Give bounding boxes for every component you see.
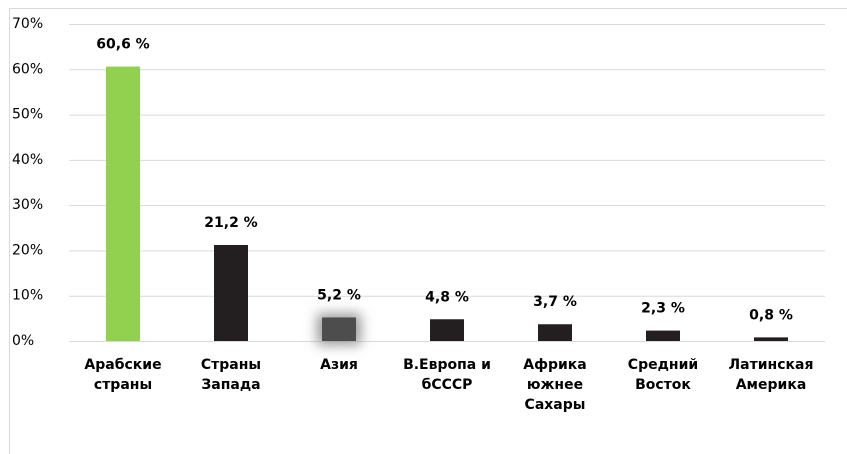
bar: [646, 330, 680, 341]
y-tick-label: 60%: [12, 61, 43, 77]
value-label: 4,8 %: [425, 289, 469, 305]
y-tick-label: 30%: [12, 197, 43, 213]
x-tick-label: Арабские страны: [84, 357, 162, 393]
value-label: 5,2 %: [317, 287, 361, 303]
x-tick-label: Латинская Америка: [728, 357, 814, 393]
x-tick-label: В.Европа и бСССР: [403, 357, 491, 393]
value-label: 2,3 %: [641, 301, 685, 317]
value-label: 0,8 %: [749, 307, 793, 323]
y-tick-label: 0%: [12, 333, 34, 349]
bar: [430, 319, 464, 341]
x-tick-label: Страны Запада: [200, 357, 262, 393]
y-tick-label: 10%: [12, 288, 43, 304]
value-label: 60,6 %: [96, 37, 149, 53]
bar: [754, 337, 788, 341]
x-tick-label: Азия: [320, 357, 358, 373]
y-tick-label: 20%: [12, 242, 43, 258]
y-tick-label: 40%: [12, 152, 43, 168]
y-tick-label: 50%: [12, 107, 43, 123]
bar: [214, 244, 248, 341]
y-tick-label: 70%: [12, 16, 43, 32]
value-label: 3,7 %: [533, 294, 577, 310]
bar: [106, 66, 140, 341]
x-tick-label: Африка южнее Сахары: [523, 357, 587, 413]
x-tick-label: Средний Восток: [627, 357, 699, 393]
value-label: 21,2 %: [204, 215, 257, 231]
bar: [322, 317, 356, 341]
bar: [538, 324, 572, 341]
